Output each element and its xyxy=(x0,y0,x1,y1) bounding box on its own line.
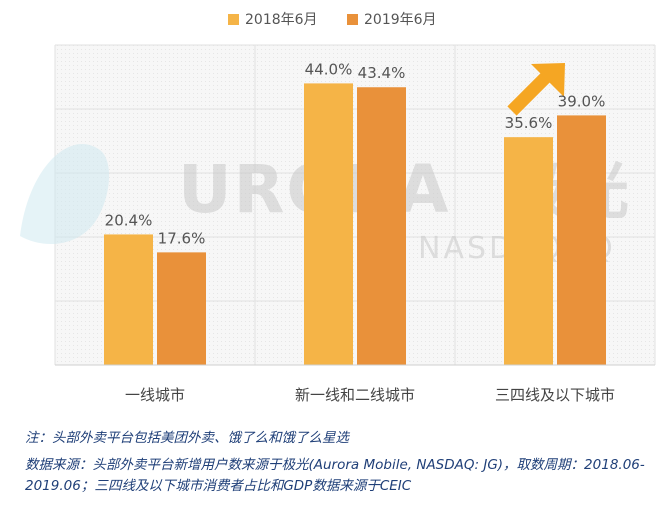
category-label: 新一线和二线城市 xyxy=(295,386,415,404)
bars xyxy=(104,83,606,366)
legend-swatch-2018 xyxy=(228,14,239,25)
category-labels: 一线城市 新一线和二线城市 三四线及以下城市 xyxy=(125,386,615,404)
bar-value-label: 39.0% xyxy=(558,92,606,110)
bar-2019-0 xyxy=(157,252,206,365)
data-source-line: 数据来源：头部外卖平台新增用户数来源于极光(Aurora Mobile, NAS… xyxy=(25,457,645,494)
bar-value-label: 44.0% xyxy=(305,60,353,78)
legend-label-2019: 2019年6月 xyxy=(364,12,437,28)
bar-2018-1 xyxy=(304,83,353,366)
gridlines xyxy=(54,44,656,365)
legend-swatch-2019 xyxy=(347,14,358,25)
plot-background xyxy=(55,45,655,365)
value-labels: 20.4% 17.6% 44.0% 43.4% 35.6% 39.0% xyxy=(105,60,606,247)
bar-2018-0 xyxy=(104,234,153,365)
bar-value-label: 17.6% xyxy=(158,229,206,247)
bar-2018-2 xyxy=(504,137,553,365)
bar-chart: URORA 极光 NASDAQ:JQ 20.4%17.6%44.0%43.4%3… xyxy=(20,12,656,404)
bar-value-label: 43.4% xyxy=(358,64,406,82)
watermark-swirl-icon xyxy=(20,143,110,245)
category-label: 三四线及以下城市 xyxy=(495,386,615,404)
bar-value-label: 35.6% xyxy=(505,114,553,132)
trend-arrow-icon xyxy=(507,63,565,116)
bar-2019-1 xyxy=(357,87,406,366)
bar-2019-2 xyxy=(557,115,606,366)
notes: 注：头部外卖平台包括美团外卖、饿了么和饿了么星选 数据来源：头部外卖平台新增用户… xyxy=(25,428,655,497)
legend-label-2018: 2018年6月 xyxy=(245,12,318,28)
note-line: 注：头部外卖平台包括美团外卖、饿了么和饿了么星选 xyxy=(25,430,349,446)
category-label: 一线城市 xyxy=(125,386,185,404)
legend: 2018年6月 2019年6月 xyxy=(228,12,437,28)
bar-value-label: 20.4% xyxy=(105,211,153,229)
